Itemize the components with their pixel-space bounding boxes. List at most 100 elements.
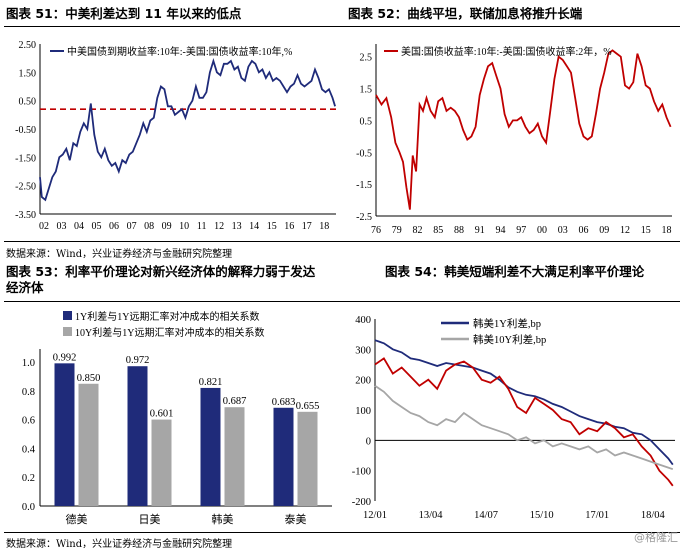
data-label: 0.683 xyxy=(272,397,296,408)
x-tick-label: 88 xyxy=(454,225,464,236)
category-label: 日美 xyxy=(139,513,161,526)
x-tick-label: 05 xyxy=(92,221,102,232)
data-label: 0.601 xyxy=(150,409,174,420)
y-tick-label: -100 xyxy=(352,467,371,478)
x-tick-label: 91 xyxy=(475,225,485,236)
x-tick-label: 02 xyxy=(39,221,49,232)
source-note-bottom: 数据来源：Wind，兴业证券经济与金融研究院整理 xyxy=(6,539,233,550)
legend-label: 中美国债到期收益率:10年:-美国:国债收益率:10年,% xyxy=(67,45,292,58)
x-tick-label: 06 xyxy=(109,221,119,232)
source-note-top: 数据来源：Wind，兴业证券经济与金融研究院整理 xyxy=(6,249,233,260)
x-tick-label: 12 xyxy=(214,221,224,232)
y-tick-label: 0.2 xyxy=(22,473,35,484)
x-tick-label: 85 xyxy=(433,225,443,236)
x-tick-label: 18 xyxy=(319,221,329,232)
fig52-title: 图表 52：曲线平坦，联储加息将推升长端 xyxy=(348,6,583,21)
bottom-rule xyxy=(4,532,680,533)
x-tick-label: 06 xyxy=(578,225,588,236)
y-tick-label: 0 xyxy=(366,436,371,447)
x-tick-label: 15 xyxy=(641,225,651,236)
data-label: 0.687 xyxy=(223,396,247,407)
x-tick-label: 08 xyxy=(144,221,154,232)
x-tick-label: 09 xyxy=(599,225,609,236)
legend-label: 1Y利差与1Y远期汇率对冲成本的相关系数 xyxy=(75,310,259,323)
y-tick-label: 0.6 xyxy=(22,416,35,427)
series-line xyxy=(374,357,674,487)
x-tick-label: 97 xyxy=(516,225,526,236)
series-line xyxy=(375,49,672,210)
x-tick-label: 13/04 xyxy=(419,510,444,521)
bar xyxy=(200,387,221,506)
y-tick-label: 1.0 xyxy=(22,358,35,369)
y-tick-label: -1.5 xyxy=(356,180,372,191)
y-tick-label: 0.8 xyxy=(22,387,35,398)
bar xyxy=(54,363,75,506)
y-tick-label: 2.50 xyxy=(19,40,37,51)
y-tick-label: 2.5 xyxy=(360,53,373,64)
fig51-title: 图表 51：中美利差达到 11 年以来的低点 xyxy=(6,6,242,21)
bar xyxy=(151,419,172,506)
x-tick-label: 15 xyxy=(267,221,277,232)
y-tick-label: -0.50 xyxy=(15,125,36,136)
y-tick-label: 100 xyxy=(355,406,371,417)
x-tick-label: 94 xyxy=(495,225,505,236)
mid-rule-2 xyxy=(4,301,680,302)
legend-swatch xyxy=(63,311,72,320)
series-line xyxy=(374,384,674,471)
bar xyxy=(297,411,318,506)
y-tick-label: 0.4 xyxy=(22,444,36,455)
y-tick-label: 0.0 xyxy=(22,502,35,513)
x-tick-label: 14 xyxy=(249,221,259,232)
y-tick-label: -3.50 xyxy=(15,210,36,221)
y-tick-label: 0.50 xyxy=(19,97,37,108)
legend-label: 10Y利差与1Y远期汇率对冲成本的相关系数 xyxy=(75,326,264,339)
x-tick-label: 15/10 xyxy=(530,510,554,521)
x-tick-label: 03 xyxy=(57,221,67,232)
y-tick-label: -0.5 xyxy=(356,148,372,159)
fig52-chart: 2.5 1.5 0.5 -0.5 -1.5 -2.5 76 79 82 85 88 91 94 97 00 0… xyxy=(356,44,672,236)
x-tick-label: 00 xyxy=(537,225,547,236)
data-label: 0.992 xyxy=(53,352,77,363)
x-tick-label: 11 xyxy=(197,221,207,232)
x-tick-label: 04 xyxy=(74,221,84,232)
category-label: 韩美 xyxy=(212,512,234,526)
category-label: 泰美 xyxy=(285,512,307,526)
x-tick-label: 18 xyxy=(661,225,671,236)
fig53-title-line1: 图表 53：利率平价理论对新兴经济体的解释力弱于发达 xyxy=(6,264,316,279)
data-label: 0.972 xyxy=(126,355,150,366)
y-tick-label: -2.5 xyxy=(356,212,372,223)
legend-label: 韩美10Y利差,bp xyxy=(473,333,546,346)
bar xyxy=(78,383,99,506)
x-tick-label: 03 xyxy=(558,225,568,236)
legend-label: 美国:国债收益率:10年:-美国:国债收益率:2年，% xyxy=(401,45,612,58)
y-tick-label: 300 xyxy=(355,345,371,356)
y-tick-label: 0.5 xyxy=(360,116,373,127)
fig54-title: 图表 54：韩美短端利差不大满足利率平价理论 xyxy=(385,264,645,279)
x-tick-label: 10 xyxy=(179,221,189,232)
x-tick-label: 16 xyxy=(284,221,294,232)
fig53-title: 图表 53：利率平价理论对新兴经济体的解释力弱于发达 经济体 xyxy=(6,264,406,296)
fig53-title-line2: 经济体 xyxy=(6,280,44,295)
data-label: 0.821 xyxy=(199,377,223,388)
top-rule xyxy=(4,26,680,27)
y-tick-label: 200 xyxy=(355,376,371,387)
data-label: 0.850 xyxy=(77,373,101,384)
x-tick-label: 09 xyxy=(162,221,172,232)
bar xyxy=(273,407,294,506)
legend-swatch xyxy=(63,327,72,336)
y-tick-label: -1.50 xyxy=(15,153,36,164)
series-line xyxy=(39,57,336,202)
x-tick-label: 18/04 xyxy=(641,510,666,521)
watermark: @格隆汇 xyxy=(634,531,678,544)
fig54-chart: 400 300 200 100 0 -100 -200 12/01 13/04 14/07 15/1… xyxy=(352,315,675,521)
x-tick-label: 17 xyxy=(302,221,312,232)
x-tick-label: 14/07 xyxy=(474,510,498,521)
y-tick-label: -2.50 xyxy=(15,182,36,193)
x-tick-label: 12/01 xyxy=(363,510,387,521)
x-tick-label: 13 xyxy=(232,221,242,232)
legend-label: 韩美1Y利差,bp xyxy=(473,317,541,330)
x-tick-label: 17/01 xyxy=(585,510,609,521)
bar xyxy=(224,407,245,506)
